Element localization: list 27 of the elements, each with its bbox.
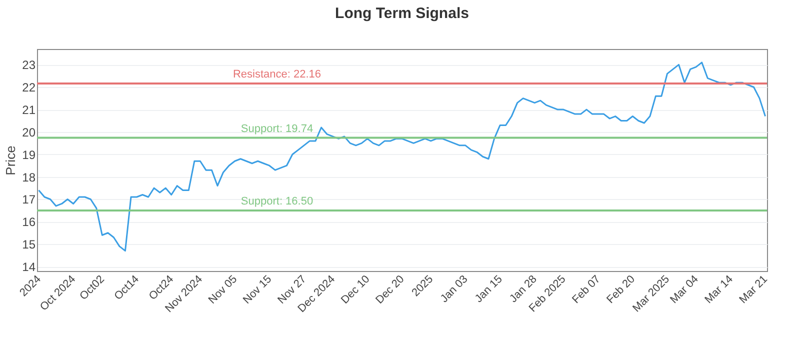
y-tick-label: 23 [22, 58, 36, 72]
chart-title: Long Term Signals [335, 5, 469, 22]
x-tick-label: Dec 10 [339, 273, 372, 306]
y-tick-label: 15 [22, 238, 36, 252]
y-tick-label: 16 [22, 215, 36, 230]
ref-line-label: Support: 16.50 [240, 195, 314, 208]
x-tick-label: Feb 07 [570, 273, 603, 306]
x-tick-label: Feb 20 [604, 273, 638, 306]
y-tick-label: 19 [22, 148, 36, 162]
x-tick-label: Mar 21 [737, 273, 770, 306]
x-tick-label: Mar 14 [702, 273, 736, 306]
x-tick-label: Jan 15 [472, 273, 505, 306]
y-tick-label: 22 [22, 80, 36, 95]
x-tick-label: Jan 03 [438, 273, 470, 306]
x-tick-label: Dec 20 [374, 273, 407, 306]
x-tick-label: Nov 05 [206, 273, 240, 306]
ref-line-label: Resistance: 22.16 [232, 68, 322, 81]
y-tick-label: 21 [22, 103, 36, 118]
x-tick-label: Nov 15 [240, 273, 274, 306]
y-tick-label: 20 [22, 125, 36, 140]
line-series [38, 62, 766, 252]
y-tick-label: 14 [22, 260, 36, 274]
ref-line-label: Support: 19.74 [240, 122, 314, 135]
y-axis-title: Price [3, 146, 18, 176]
y-tick-label: 17 [22, 192, 36, 207]
y-tick-label: 18 [22, 170, 36, 184]
x-tick-label: Mar 04 [668, 273, 701, 306]
